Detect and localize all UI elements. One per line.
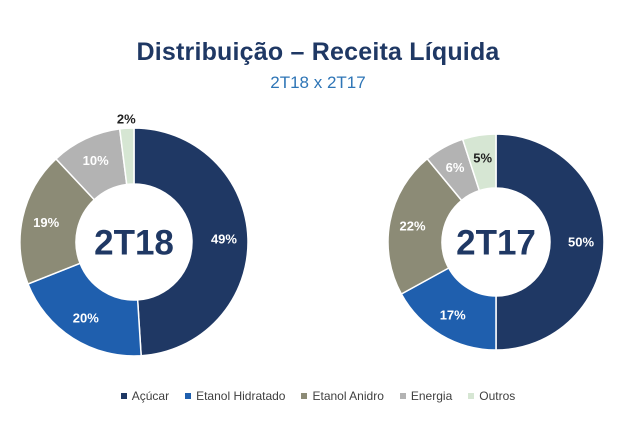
data-label-outros: 5% bbox=[473, 151, 492, 166]
legend-label: Etanol Anidro bbox=[312, 389, 384, 403]
donut-chart-2t17: 50% 17% 22% 6% 5% 2T17 bbox=[387, 133, 605, 351]
legend-swatch bbox=[120, 393, 127, 399]
legend-label: Outros bbox=[479, 389, 516, 403]
center-label: 2T18 bbox=[94, 224, 174, 263]
legend-label: Açúcar bbox=[131, 389, 170, 403]
donut-chart-2t18: 49% 20% 19% 10% 2% 2T18 bbox=[19, 112, 249, 357]
legend-item-etanol-anidro: Etanol Anidro bbox=[301, 389, 384, 403]
data-label-etanol-anidro: 22% bbox=[399, 219, 425, 234]
legend-label: Etanol Hidratado bbox=[196, 389, 286, 403]
data-label-acucar: 50% bbox=[568, 235, 594, 250]
data-label-etanol-anidro: 19% bbox=[33, 215, 59, 230]
legend-item-energia: Energia bbox=[399, 389, 453, 403]
slice-outros bbox=[118, 127, 135, 186]
legend-item-outros: Outros bbox=[468, 389, 515, 403]
legend-swatch bbox=[468, 393, 475, 399]
slice-etanol-anidro bbox=[19, 157, 96, 285]
legend-swatch bbox=[185, 393, 192, 399]
slice-acucar bbox=[133, 127, 249, 357]
slice-etanol-hidratado bbox=[27, 262, 142, 357]
data-label-acucar: 49% bbox=[211, 232, 237, 247]
data-label-outros: 2% bbox=[117, 112, 136, 127]
slice-acucar bbox=[495, 133, 605, 351]
slice-outros bbox=[461, 133, 497, 192]
legend: Açúcar Etanol Hidratado Etanol Anidro En… bbox=[0, 389, 636, 403]
slice-etanol-anidro bbox=[387, 157, 463, 296]
legend-swatch bbox=[399, 393, 406, 399]
data-label-etanol-hidratado: 17% bbox=[440, 308, 466, 323]
legend-item-acucar: Açúcar bbox=[120, 389, 170, 403]
data-label-energia: 10% bbox=[83, 153, 109, 168]
chart-subtitle: 2T18 x 2T17 bbox=[270, 73, 366, 92]
legend-swatch bbox=[301, 393, 308, 399]
data-label-etanol-hidratado: 20% bbox=[73, 310, 99, 325]
center-label: 2T17 bbox=[456, 224, 536, 263]
legend-item-etanol-hidratado: Etanol Hidratado bbox=[185, 389, 285, 403]
data-label-energia: 6% bbox=[446, 160, 465, 175]
legend-label: Energia bbox=[410, 389, 453, 403]
chart-title: Distribuição – Receita Líquida bbox=[136, 38, 500, 66]
